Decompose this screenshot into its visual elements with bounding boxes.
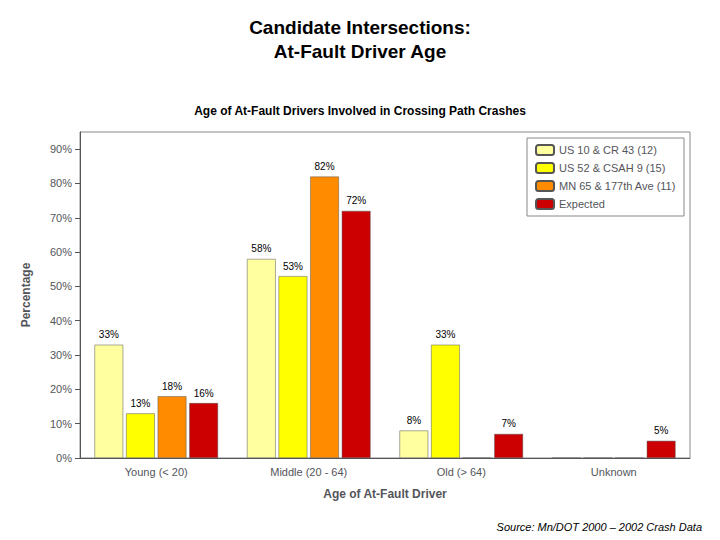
svg-text:Candidate Intersections:: Candidate Intersections: [249, 17, 471, 38]
svg-text:Age of At-Fault Driver: Age of At-Fault Driver [323, 487, 447, 501]
svg-text:Percentage: Percentage [19, 262, 33, 327]
svg-text:82%: 82% [315, 161, 335, 172]
svg-text:Expected: Expected [559, 198, 605, 210]
svg-text:0%: 0% [56, 452, 72, 464]
svg-text:30%: 30% [50, 349, 72, 361]
svg-text:8%: 8% [407, 415, 422, 426]
svg-text:Middle (20 - 64): Middle (20 - 64) [270, 466, 347, 478]
svg-text:40%: 40% [50, 315, 72, 327]
svg-text:80%: 80% [50, 177, 72, 189]
svg-text:Young (< 20): Young (< 20) [125, 466, 188, 478]
svg-text:Old (> 64): Old (> 64) [437, 466, 486, 478]
svg-text:33%: 33% [435, 329, 455, 340]
svg-text:72%: 72% [346, 195, 366, 206]
svg-text:Source: Mn/DOT 2000 – 2002 Cra: Source: Mn/DOT 2000 – 2002 Crash Data [497, 521, 702, 533]
svg-text:Age of At-Fault Drivers Involv: Age of At-Fault Drivers Involved in Cros… [194, 104, 526, 118]
svg-text:70%: 70% [50, 212, 72, 224]
svg-text:58%: 58% [251, 243, 271, 254]
svg-text:MN 65 & 177th Ave (11): MN 65 & 177th Ave (11) [559, 180, 675, 192]
svg-text:5%: 5% [654, 425, 669, 436]
svg-text:18%: 18% [162, 381, 182, 392]
svg-text:At-Fault Driver Age: At-Fault Driver Age [274, 41, 446, 62]
svg-text:US 10 & CR 43 (12): US 10 & CR 43 (12) [559, 144, 657, 156]
svg-text:Unknown: Unknown [591, 466, 637, 478]
svg-text:US 52 & CSAH 9 (15): US 52 & CSAH 9 (15) [559, 162, 665, 174]
svg-text:10%: 10% [50, 418, 72, 430]
svg-text:13%: 13% [130, 398, 150, 409]
svg-text:20%: 20% [50, 383, 72, 395]
svg-text:50%: 50% [50, 280, 72, 292]
svg-text:16%: 16% [194, 388, 214, 399]
svg-text:7%: 7% [501, 418, 516, 429]
svg-text:33%: 33% [99, 329, 119, 340]
svg-text:53%: 53% [283, 261, 303, 272]
svg-text:60%: 60% [50, 246, 72, 258]
svg-text:90%: 90% [50, 143, 72, 155]
